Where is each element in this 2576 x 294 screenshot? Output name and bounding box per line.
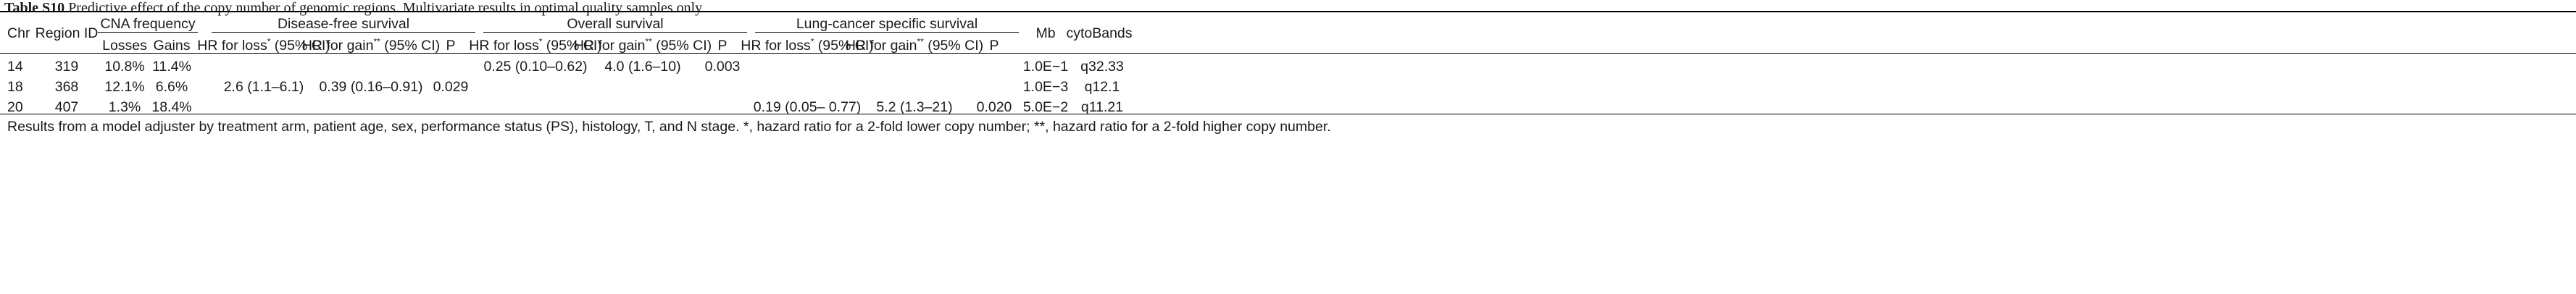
cell-cytobands: q32.33 xyxy=(1080,59,1124,75)
table-footnote: Results from a model adjuster by treatme… xyxy=(7,119,1331,135)
cell-region-id: 368 xyxy=(54,79,79,95)
cell-mb: 5.0E−2 xyxy=(1022,99,1069,115)
cell-mb: 1.0E−3 xyxy=(1022,79,1069,95)
header-os-p: P xyxy=(717,38,728,54)
header-os-hr-gain: HR for gain** (95% CI) xyxy=(573,36,712,54)
table-caption: Table S10 Predictive effect of the copy … xyxy=(4,0,702,16)
cell-dfs-p: 0.029 xyxy=(433,79,469,95)
header-cytobands: cytoBands xyxy=(1066,25,1133,41)
header-dfs: Disease-free survival xyxy=(277,16,410,32)
table-label: Table S10 xyxy=(4,0,65,16)
cell-lcss-p: 0.020 xyxy=(976,99,1012,115)
header-bottom-rule xyxy=(0,53,2576,54)
header-mb: Mb xyxy=(1035,25,1056,41)
cell-losses: 10.8% xyxy=(104,59,145,75)
cell-mb: 1.0E−1 xyxy=(1022,59,1069,75)
header-dfs-hr-loss: HR for loss* (95% CI) xyxy=(197,36,330,54)
header-lcss-p: P xyxy=(989,38,999,54)
lcss-underline xyxy=(755,32,1019,33)
cell-chr: 14 xyxy=(7,59,23,75)
header-chr: Chr xyxy=(7,25,30,41)
cna-underline xyxy=(98,32,198,33)
header-lcss-hr-loss: HR for loss* (95% CI) xyxy=(741,36,874,54)
header-dfs-p: P xyxy=(446,38,456,54)
cell-losses: 12.1% xyxy=(104,79,145,95)
cell-dfs-loss: 2.6 (1.1–6.1) xyxy=(223,79,304,95)
cell-lcss-gain: 5.2 (1.3–21) xyxy=(876,99,953,115)
cell-gains: 11.4% xyxy=(152,59,191,75)
cell-dfs-gain: 0.39 (0.16–0.91) xyxy=(319,79,423,95)
top-rule xyxy=(0,11,2576,12)
table-title: Predictive effect of the copy number of … xyxy=(68,0,703,16)
header-lcss-hr-gain: HR for gain** (95% CI) xyxy=(845,36,984,54)
cell-os-loss: 0.25 (0.10–0.62) xyxy=(483,59,588,75)
header-region-id: Region ID xyxy=(35,25,99,41)
cell-region-id: 407 xyxy=(54,99,79,115)
cell-lcss-loss: 0.19 (0.05– 0.77) xyxy=(753,99,862,115)
header-dfs-hr-gain: HR for gain** (95% CI) xyxy=(301,36,441,54)
cell-cytobands: q12.1 xyxy=(1084,79,1120,95)
cell-cytobands: q11.21 xyxy=(1080,99,1124,115)
cell-chr: 20 xyxy=(7,99,23,115)
header-gains: Gains xyxy=(153,38,191,54)
header-losses: Losses xyxy=(102,38,147,54)
header-os: Overall survival xyxy=(567,16,664,32)
cell-gains: 18.4% xyxy=(151,99,192,115)
cell-chr: 18 xyxy=(7,79,23,95)
cell-gains: 6.6% xyxy=(155,79,188,95)
header-cna-frequency: CNA frequency xyxy=(100,16,196,32)
dfs-underline xyxy=(212,32,475,33)
header-os-hr-loss: HR for loss* (95% CI) xyxy=(469,36,602,54)
cell-region-id: 319 xyxy=(54,59,79,75)
cell-os-gain: 4.0 (1.6–10) xyxy=(604,59,681,75)
cell-losses: 1.3% xyxy=(108,99,141,115)
cell-os-p: 0.003 xyxy=(704,59,741,75)
os-underline xyxy=(483,32,747,33)
header-lcss: Lung-cancer specific survival xyxy=(796,16,978,32)
